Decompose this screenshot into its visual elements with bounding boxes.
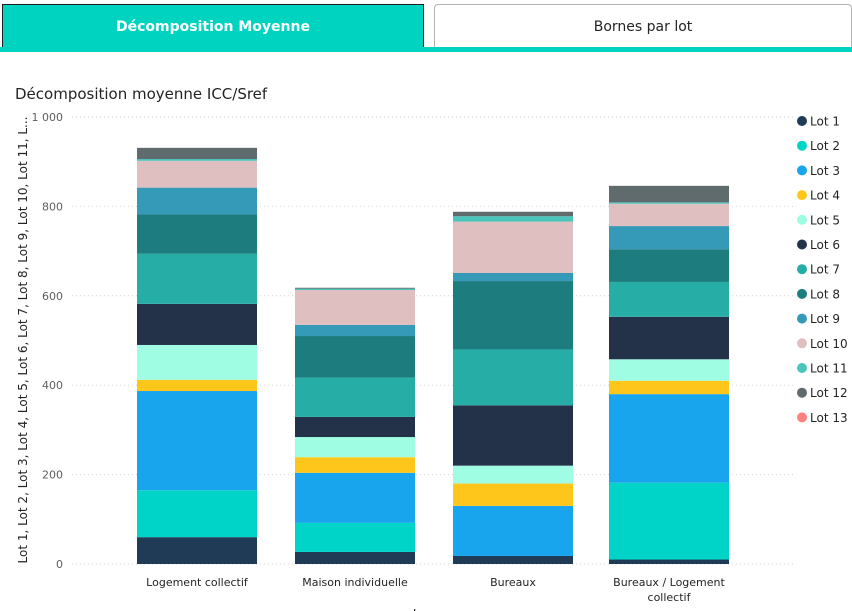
legend-marker — [797, 338, 807, 349]
bar-segment — [609, 226, 729, 250]
bar-segment — [137, 344, 257, 380]
legend-label: Lot 12 — [810, 386, 848, 400]
bar-segment — [137, 537, 257, 564]
legend-label: Lot 7 — [810, 263, 840, 277]
bar-segment — [295, 287, 415, 289]
bar-segment — [137, 214, 257, 254]
legend-label: Lot 2 — [810, 139, 840, 153]
bar-segment — [295, 551, 415, 564]
legend-label: Lot 3 — [810, 164, 840, 178]
tab-decomposition-moyenne[interactable]: Décomposition Moyenne — [2, 4, 424, 48]
x-tick-label: Bureaux / Logement — [613, 576, 725, 589]
bar-segment — [453, 221, 573, 274]
legend-label: Lot 10 — [810, 337, 848, 351]
bar-segment — [609, 559, 729, 564]
bar-segment — [453, 349, 573, 406]
bar-segment — [295, 457, 415, 473]
bar-segment — [137, 303, 257, 345]
bar-segment — [137, 160, 257, 188]
bar-segment — [137, 159, 257, 161]
x-axis-label: L... — [413, 607, 431, 611]
legend-marker — [797, 387, 807, 398]
y-tick-label: 600 — [42, 290, 63, 303]
bar-segment — [453, 216, 573, 222]
legend-label: Lot 1 — [810, 115, 840, 129]
legend-label: Lot 8 — [810, 287, 840, 301]
legend-label: Lot 13 — [810, 411, 848, 425]
bar-segment — [453, 555, 573, 564]
bar-segment — [453, 273, 573, 282]
bar-segment — [609, 281, 729, 317]
bar-segment — [295, 522, 415, 552]
legend-marker — [797, 239, 807, 250]
x-tick-label: Maison individuelle — [302, 576, 408, 589]
bar-segment — [609, 482, 729, 560]
bar-segment — [295, 416, 415, 438]
bar-segment — [295, 324, 415, 337]
legend-marker — [797, 214, 807, 225]
bar-segment — [453, 281, 573, 350]
y-tick-label: 800 — [42, 200, 63, 213]
legend-marker — [797, 190, 807, 201]
y-tick-label: 1 000 — [32, 111, 64, 124]
y-tick-label: 0 — [56, 558, 63, 571]
y-tick-label: 200 — [42, 469, 63, 482]
legend-marker — [797, 363, 807, 373]
legend-marker — [797, 140, 807, 151]
bar-segment — [137, 147, 257, 160]
bar-segment — [453, 211, 573, 217]
bar-segment — [295, 336, 415, 378]
legend-marker — [797, 116, 807, 126]
legend-label: Lot 5 — [810, 213, 840, 227]
bar-segment — [609, 359, 729, 381]
legend-marker — [797, 288, 807, 299]
bar-segment — [453, 465, 573, 484]
chart-title: Décomposition moyenne ICC/Sref — [15, 85, 268, 103]
bar-segment — [295, 289, 415, 325]
bar-segment — [295, 472, 415, 523]
y-tick-label: 400 — [42, 379, 63, 392]
bar-segment — [609, 203, 729, 227]
legend-label: Lot 11 — [810, 362, 848, 376]
bar-segment — [609, 394, 729, 483]
bar-segment — [609, 185, 729, 203]
x-tick-label: Bureaux — [490, 576, 536, 589]
bar-segment — [453, 505, 573, 556]
bar-segment — [453, 405, 573, 466]
legend-label: Lot 4 — [810, 189, 840, 203]
bar-segment — [609, 202, 729, 204]
bar-segment — [609, 380, 729, 395]
legend-marker — [797, 165, 807, 176]
legend-marker — [797, 264, 807, 275]
bar-segment — [137, 391, 257, 491]
legend-label: Lot 9 — [810, 312, 840, 326]
y-axis-label: Lot 1, Lot 2, Lot 3, Lot 4, Lot 5, Lot 6… — [16, 117, 30, 564]
bar-segment — [295, 288, 415, 290]
bar-segment — [295, 437, 415, 458]
bar-segment — [609, 316, 729, 360]
legend-label: Lot 6 — [810, 238, 840, 252]
x-tick-label: collectif — [648, 591, 692, 604]
bar-segment — [137, 490, 257, 538]
legend-marker — [797, 412, 807, 423]
tab-underline — [0, 47, 852, 52]
bar-segment — [609, 249, 729, 282]
x-tick-label: Logement collectif — [146, 576, 249, 589]
bar-segment — [137, 187, 257, 215]
bar-segment — [137, 379, 257, 392]
tab-bornes-par-lot[interactable]: Bornes par lot — [434, 4, 852, 48]
bar-segment — [453, 483, 573, 506]
legend-marker — [797, 313, 807, 324]
bar-segment — [295, 377, 415, 417]
bar-segment — [137, 253, 257, 304]
